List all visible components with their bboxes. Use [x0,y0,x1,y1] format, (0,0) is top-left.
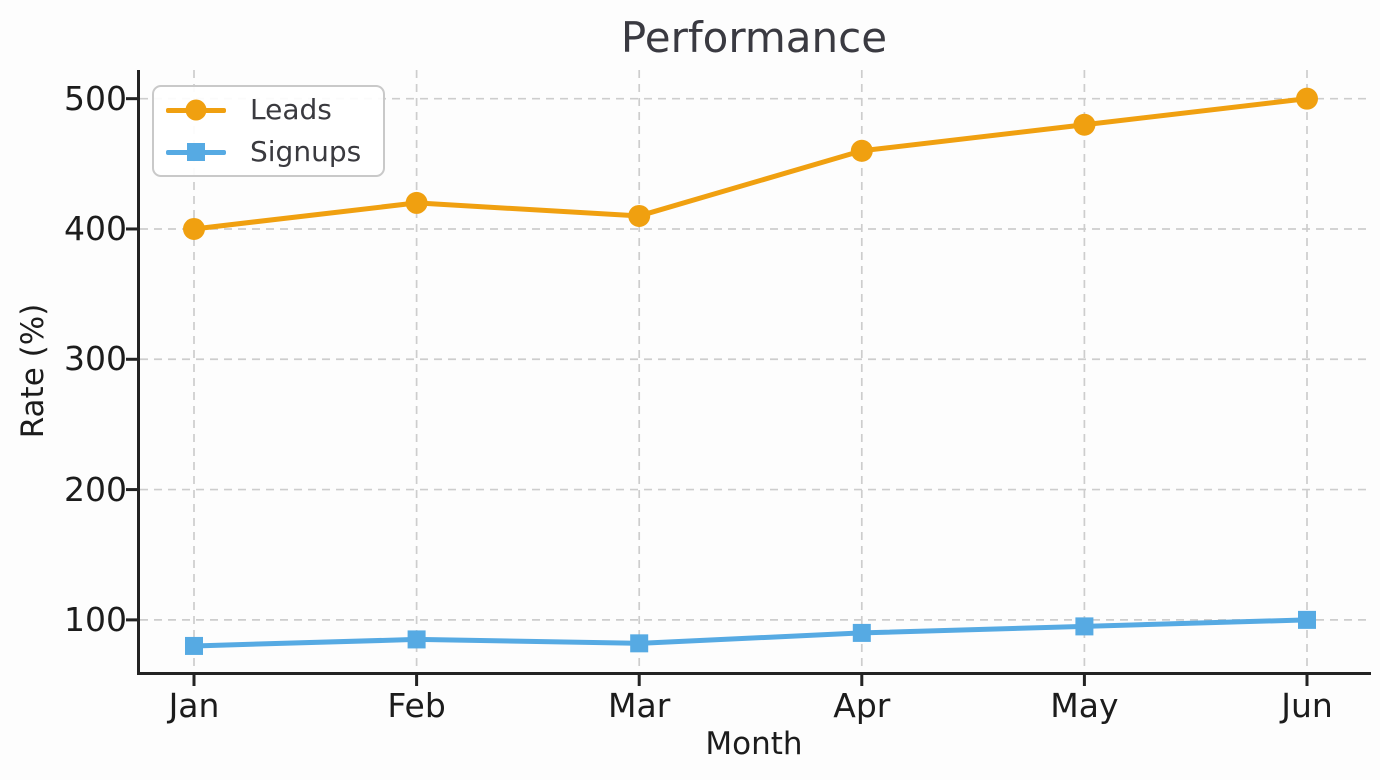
x-tick-label: May [1050,686,1119,725]
circle-marker-icon [185,99,207,121]
series-line-leads [191,96,1310,232]
legend-label-signups: Signups [250,135,362,168]
data-point-leads [405,191,428,214]
y-tick-label: 100 [64,599,127,639]
x-tick-label: Apr [833,686,891,725]
data-point-signups [1298,610,1316,629]
series-line-signups [191,617,1310,649]
data-point-signups [852,623,871,642]
y-tick-label: 500 [64,78,127,118]
data-point-signups [630,634,649,653]
data-point-leads [850,139,873,162]
legend-item-signups: Signups [166,131,361,173]
signups-line-sample [166,140,226,164]
gridlines [140,70,1371,672]
x-tick-label: Jan [168,686,220,725]
leads-line-sample [166,98,226,122]
data-point-leads [183,217,205,240]
plot-area [126,70,1371,686]
x-tick-label: Mar [608,686,671,725]
legend-label-leads: Leads [250,93,332,126]
data-point-signups [185,636,203,655]
x-axis-label: Month [705,726,803,762]
x-tick-label: Jun [1281,686,1333,725]
data-point-leads [1073,113,1096,136]
data-point-leads [628,204,651,227]
data-series [183,87,1318,655]
legend: Leads Signups [152,85,386,177]
x-tick-label: Feb [387,686,446,725]
data-point-signups [1075,617,1094,636]
y-tick-label: 400 [64,208,127,248]
tick-marks [126,97,1309,686]
data-point-signups [407,630,426,649]
y-axis-label: Rate (%) [15,303,51,439]
plot-canvas [126,70,1371,686]
y-tick-label: 300 [64,339,127,379]
data-point-leads [1296,87,1318,110]
legend-item-leads: Leads [166,89,361,131]
y-tick-label: 200 [64,469,127,509]
chart-title: Performance [620,13,888,62]
square-marker-icon [187,143,205,161]
